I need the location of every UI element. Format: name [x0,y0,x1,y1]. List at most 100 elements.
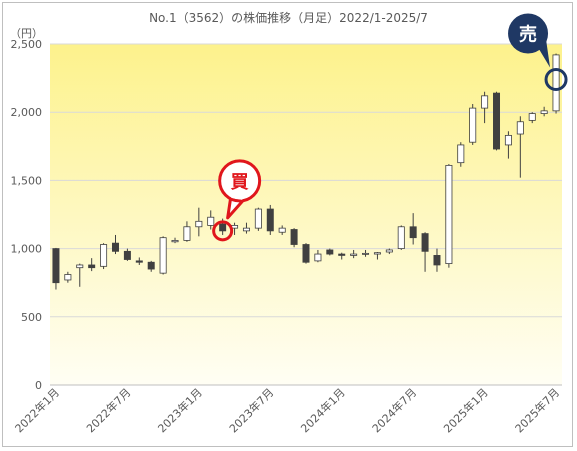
candle [76,263,84,287]
candle-body [493,92,501,150]
candle [433,248,441,272]
candle [540,106,548,117]
candle [147,260,155,272]
candle-body [397,226,405,250]
gridlines [50,43,562,318]
candle-body [88,264,96,269]
x-tick-label: 2022年7月 [83,385,133,435]
candle [350,249,358,259]
candle-body [457,144,465,164]
candle [385,248,393,255]
candle-body [362,252,370,255]
sell-label: 売 [519,23,537,45]
candle-body [266,208,274,232]
candle-body [207,216,215,226]
y-tick-label: 1,500 [11,174,43,187]
chart-title: No.1（3562）の株価推移（月足）2022/1-2025/7 [149,11,428,25]
candle-body [52,248,60,284]
x-tick-label: 2024年1月 [298,385,348,435]
candle [552,53,560,114]
x-tick-label: 2024年7月 [369,385,419,435]
candle [457,142,465,167]
candle-body [350,253,358,256]
x-tick-label: 2023年7月 [226,385,276,435]
candle [254,207,262,231]
candle-body [302,244,310,263]
x-tick-label: 2025年1月 [441,385,491,435]
candle-body [540,110,548,114]
candle [159,236,167,275]
candle-body [278,227,286,233]
y-tick-label: 2,000 [11,106,43,119]
candle-body [147,261,155,270]
markers: 買売 [212,13,568,242]
candle [183,221,191,242]
candle-body [516,121,524,135]
candle-body [219,223,227,232]
x-tick-label: 2022年1月 [12,385,62,435]
candle [469,104,477,145]
candle [100,243,108,270]
candle [111,234,119,255]
candle-body [290,229,298,245]
candle-body [135,260,143,263]
x-axis-ticks: 2022年1月 2022年7月 2023年1月 2023年7月 2024年1月 2024年… [12,385,562,435]
candle-body [123,250,131,260]
candle-body [254,208,262,229]
candle-body [64,274,72,281]
candle [421,232,429,272]
candle-body [409,226,417,239]
candle-body [242,227,250,232]
candle-body [326,249,334,255]
candles [52,53,560,290]
candle-body [183,226,191,241]
candle [302,243,310,264]
candle [195,207,203,237]
candle [481,91,489,124]
candle-body [373,252,381,255]
candle [504,131,512,159]
candle-body [445,164,453,265]
candle-body [421,233,429,252]
sell-ring [544,67,568,91]
candle [314,249,322,263]
buy-ring [212,220,234,242]
buy-callout-join [231,193,244,200]
candle-body [76,264,84,269]
candle [409,213,417,245]
candle-body [385,249,393,253]
candle-body [469,107,477,143]
candle-body [481,95,489,109]
candle-body [552,54,560,112]
candle [64,271,72,283]
buy-callout [218,159,262,203]
y-tick-label: 2,500 [11,38,43,51]
sell-callout [508,13,549,54]
candle [242,222,250,234]
candle-body [111,242,119,252]
plot-area [50,44,562,385]
candle [493,91,501,151]
candle-body [528,113,536,121]
candle [373,252,381,260]
candle [290,228,298,248]
candle-body [433,255,441,266]
candle-body [338,253,346,256]
candle [123,248,131,261]
candle [397,225,405,250]
candle-body [100,244,108,267]
candle [362,249,370,257]
candle [445,164,453,268]
y-axis-unit: （円） [10,27,43,40]
candle [171,237,179,244]
candle [278,225,286,235]
y-tick-label: 1,000 [11,243,43,256]
candle [207,210,215,230]
buy-label: 買 [231,172,249,193]
candle [88,258,96,272]
candle-body [504,134,512,146]
candle [135,257,143,265]
candle [52,247,60,290]
candle-body [171,240,179,243]
